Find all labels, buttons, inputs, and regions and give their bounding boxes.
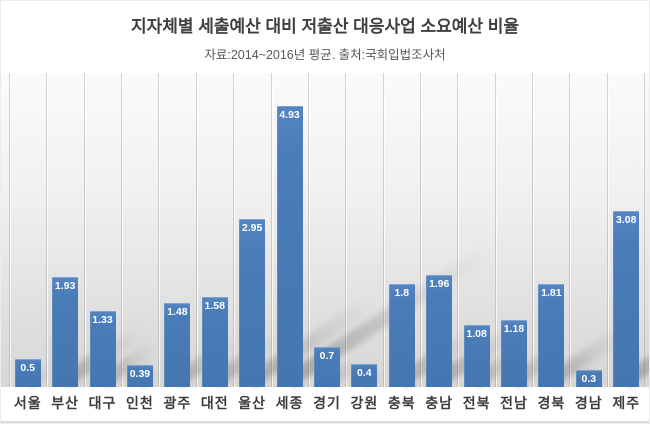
bar: 1.48 [164, 302, 191, 387]
bar: 0.4 [351, 364, 378, 387]
gridline-cell [158, 73, 195, 387]
bar-slot: 1.08 [458, 73, 524, 387]
bar-slot: 3.08 [608, 73, 649, 387]
x-axis-label: 경북 [537, 395, 566, 411]
bar-slot: 0.7 [308, 73, 359, 387]
bar: 1.18 [500, 319, 527, 387]
x-axis-label: 서울 [13, 395, 42, 411]
bar: 1.33 [89, 311, 116, 387]
x-axis-label: 충북 [387, 395, 416, 411]
bar-slot: 1.58 [196, 73, 283, 387]
bar-value-label: 4.93 [279, 108, 300, 121]
bar: 0.5 [14, 358, 41, 387]
chart-title: 지자체별 세출예산 대비 저출산 대응사업 소요예산 비율 [130, 17, 520, 36]
bar: 1.93 [52, 276, 79, 387]
x-axis-label: 제주 [612, 395, 641, 411]
bar-slot: 0.3 [570, 73, 607, 387]
bar-slot: 1.18 [495, 73, 565, 387]
gridline-cell [457, 73, 494, 387]
bar-slot: 1.33 [84, 73, 161, 387]
chart-subtitle: 자료:2014~2016년 평균. 출처:국회입법조사처 [204, 48, 446, 62]
bar-slot: 1.8 [383, 73, 478, 387]
x-axis-label: 전남 [500, 395, 528, 411]
bar-value-label: 1.58 [204, 299, 225, 312]
gridline-cell [270, 73, 308, 387]
x-axis-label: 경기 [313, 395, 341, 411]
gridline-cell [419, 73, 457, 387]
bar: 0.39 [126, 364, 153, 387]
gridline-cell [532, 73, 569, 387]
x-axis-label: 부산 [51, 395, 79, 411]
gridlines [9, 73, 645, 387]
bar-slot: 1.81 [533, 73, 629, 387]
bar-value-label: 1.18 [503, 322, 525, 335]
bar-slot: 1.96 [420, 73, 522, 387]
x-axis-label: 울산 [238, 395, 267, 411]
bar-slot: 2.95 [233, 73, 376, 387]
bar-value-label: 1.8 [394, 287, 410, 300]
bar: 2.95 [239, 218, 266, 387]
bar: 4.93 [276, 105, 303, 387]
x-axis-label: 전북 [462, 395, 491, 411]
gridline-cell [569, 73, 606, 387]
gridline-cell [307, 73, 345, 387]
bar-slot: 0.5 [9, 73, 51, 387]
bar-slot: 1.48 [159, 73, 241, 387]
bar-slot: 0.39 [121, 73, 159, 387]
bar-slot: 0.4 [346, 73, 384, 387]
bar: 1.96 [426, 275, 453, 387]
x-axis-label: 세종 [275, 395, 304, 411]
bar: 0.7 [313, 347, 340, 387]
gridline-cell [46, 73, 83, 387]
bar-value-label: 1.81 [541, 286, 562, 299]
bar-value-label: 0.7 [319, 350, 335, 362]
x-axis-label: 인천 [126, 395, 154, 411]
bar-value-label: 0.5 [20, 361, 35, 374]
plot-area: 0.5 1.93 1.33 0.39 1.48 1.58 2.95 4.93 0.7 0.4 1.8… [9, 73, 649, 387]
x-axis-label: 충남 [425, 395, 454, 411]
bar: 1.81 [538, 283, 565, 387]
bar-value-label: 1.33 [92, 314, 113, 327]
gridline-cell [382, 73, 420, 387]
gridline-cell [494, 73, 532, 387]
gridline-cell [233, 73, 270, 387]
bars-layer: 0.5 1.93 1.33 0.39 1.48 1.58 2.95 4.93 0.7 0.4 1.8… [9, 73, 649, 387]
bar-value-label: 0.39 [129, 367, 151, 380]
bar-value-label: 1.93 [54, 279, 76, 292]
gridline-cell [121, 73, 158, 387]
bar: 1.08 [463, 325, 490, 387]
x-axis-label: 강원 [350, 395, 379, 411]
gridline-cell [83, 73, 121, 387]
bar: 1.8 [388, 284, 415, 387]
bar: 3.08 [613, 211, 640, 387]
bar-value-label: 0.4 [357, 367, 372, 380]
bar-value-label: 2.95 [241, 221, 263, 234]
bottom-border [1, 421, 649, 423]
bar-value-label: 1.96 [428, 278, 450, 291]
x-axis: 서울 부산 대구 인천 광주 대전 울산 세종 경기 강원 충북 충남 전북 전남 경북 경남 제주 [9, 387, 645, 419]
bar-value-label: 1.08 [466, 328, 487, 341]
bar-value-label: 3.08 [615, 214, 637, 227]
bar: 1.58 [201, 296, 228, 387]
bar-slot: 4.93 [271, 73, 493, 387]
x-axis-label: 경남 [574, 395, 603, 411]
bar-value-label: 0.3 [581, 372, 597, 385]
gridline-cell [195, 73, 233, 387]
x-axis-label: 대구 [88, 395, 117, 411]
gridline-cell [606, 73, 644, 387]
gridline-cell [345, 73, 382, 387]
bar: 0.3 [575, 369, 602, 387]
bar-slot: 1.93 [46, 73, 147, 387]
gridline-cell [9, 73, 46, 387]
x-axis-label: 대전 [200, 395, 229, 411]
x-axis-label: 광주 [163, 395, 192, 411]
bar-value-label: 1.48 [167, 305, 188, 318]
